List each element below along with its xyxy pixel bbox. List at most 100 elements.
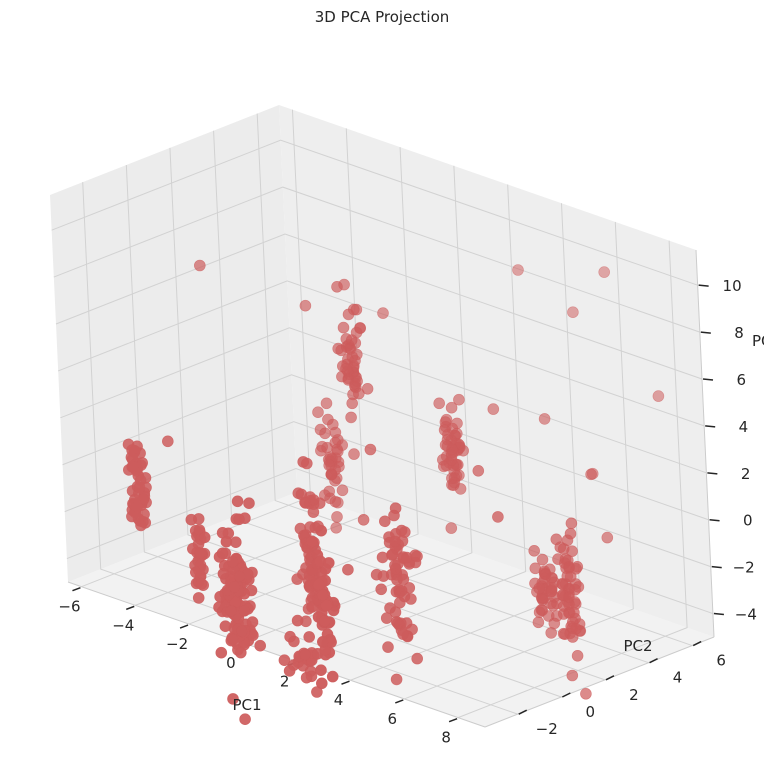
z-axis-line	[695, 249, 715, 638]
data-point	[284, 630, 296, 643]
data-point	[571, 649, 584, 662]
data-point	[361, 382, 374, 395]
data-point	[340, 362, 352, 375]
data-point	[291, 614, 304, 627]
data-point	[545, 627, 558, 639]
data-point	[378, 515, 391, 528]
data-point	[453, 393, 465, 406]
data-point	[194, 259, 206, 272]
z-gridline	[51, 139, 698, 286]
data-point	[580, 687, 592, 700]
data-point	[315, 664, 327, 677]
data-point	[348, 448, 360, 460]
data-point	[185, 513, 198, 526]
data-point	[330, 521, 343, 534]
data-point	[563, 591, 575, 603]
data-point	[538, 413, 551, 425]
data-point	[331, 280, 343, 293]
data-point	[329, 426, 342, 439]
data-point	[556, 578, 569, 591]
data-point	[227, 633, 239, 646]
data-point	[437, 460, 450, 473]
x-tick-label: −4	[112, 616, 134, 634]
x-tick	[448, 717, 458, 723]
data-point	[126, 510, 138, 523]
x-tick-label: 6	[388, 710, 398, 728]
data-point	[512, 264, 524, 276]
data-point	[236, 625, 248, 638]
data-point	[315, 677, 328, 690]
data-point	[395, 524, 408, 537]
data-point	[329, 495, 342, 508]
data-point	[216, 547, 229, 560]
y-tick	[561, 692, 571, 698]
data-point	[331, 511, 343, 523]
x-axis-label: PC1	[232, 696, 261, 714]
chart-title: 3D PCA Projection	[315, 8, 450, 26]
left-wall-pane	[50, 105, 297, 582]
data-point	[375, 583, 388, 596]
y-axis-label: PC2	[623, 637, 652, 655]
data-point	[291, 573, 304, 585]
y-tick	[649, 658, 658, 664]
data-point	[545, 585, 558, 597]
data-point	[342, 308, 355, 321]
data-point	[364, 443, 377, 456]
data-point	[585, 468, 597, 481]
data-point	[566, 631, 579, 643]
z-gridline	[57, 280, 705, 427]
data-point	[335, 344, 348, 357]
y-tick	[605, 675, 615, 681]
data-point	[278, 654, 291, 667]
data-point	[299, 299, 312, 312]
data-point	[598, 266, 611, 278]
z-gridline	[55, 233, 703, 380]
y-tick-label: 2	[629, 686, 639, 704]
x-tick	[395, 699, 404, 704]
data-point	[389, 562, 402, 575]
data-point	[565, 517, 578, 530]
data-point	[446, 472, 458, 485]
data-point	[382, 641, 394, 653]
data-point	[377, 307, 389, 319]
data-point	[487, 403, 500, 415]
data-point	[243, 497, 255, 510]
data-point	[388, 509, 400, 522]
data-point	[601, 531, 614, 544]
z-tick-label: 10	[723, 277, 742, 295]
data-point	[438, 424, 451, 436]
x-tick-label: 2	[280, 673, 290, 691]
data-point	[195, 578, 208, 590]
data-point	[533, 582, 546, 595]
data-point	[217, 567, 230, 580]
data-point	[312, 578, 325, 591]
y-tick-label: −2	[536, 720, 558, 738]
data-point	[190, 566, 202, 579]
data-point	[192, 592, 205, 604]
z-tick-label: −4	[735, 606, 757, 624]
data-point	[233, 513, 245, 526]
data-point	[320, 599, 333, 612]
data-point	[318, 615, 331, 627]
data-point	[384, 602, 396, 614]
z-gridline	[60, 327, 707, 474]
data-point	[246, 616, 259, 628]
z-axis-label: PC3	[752, 332, 764, 350]
data-point	[194, 547, 206, 559]
data-point	[239, 713, 251, 726]
data-point	[397, 628, 409, 640]
x-tick-label: 0	[226, 654, 236, 672]
data-point	[303, 631, 316, 643]
data-point	[411, 652, 424, 665]
z-gridline	[53, 186, 700, 333]
data-point	[283, 665, 296, 677]
data-point	[226, 555, 239, 568]
z-tick	[707, 472, 718, 475]
y-tick-label: 6	[716, 652, 726, 670]
data-point	[550, 533, 563, 546]
data-point	[564, 527, 577, 540]
data-point	[198, 531, 211, 544]
x-tick-label: 4	[334, 691, 344, 709]
x-tick-label: −2	[166, 635, 188, 653]
x-tick-label: 8	[441, 729, 451, 747]
